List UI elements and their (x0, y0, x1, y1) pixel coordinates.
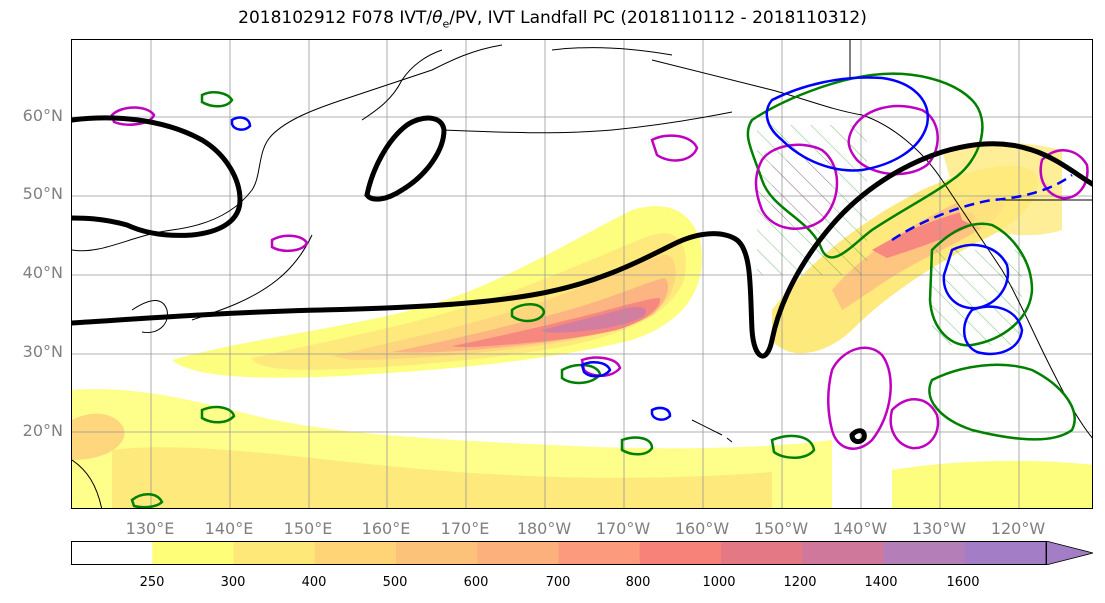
ivt-colorbar (71, 541, 1094, 565)
colorbar-tick-1600: 1600 (946, 575, 980, 590)
japan-coast (191, 234, 313, 321)
ivt-filled-contours (72, 142, 1092, 508)
lon-label-140w: 140°W (832, 519, 888, 538)
hawaii-islands (691, 419, 733, 443)
lon-label-140e: 140°E (204, 519, 254, 538)
coastlines (72, 40, 1092, 508)
colorbar-tick-300: 300 (220, 575, 246, 590)
map-canvas (72, 40, 1092, 508)
colorbar-tick-400: 400 (301, 575, 327, 590)
colorbar-segment (396, 541, 478, 565)
theta-e-small-3 (200, 91, 234, 108)
blue-dashed-east (891, 173, 1073, 242)
kamchatka-coast (361, 49, 443, 121)
theta-e-small-6 (200, 405, 236, 424)
colorbar-segment (883, 541, 966, 565)
landfall-tropics-2 (889, 398, 940, 450)
lon-label-120w: 120°W (990, 519, 1046, 538)
lon-label-130e: 130°E (125, 519, 175, 538)
colorbar-tick-250: 250 (139, 575, 165, 590)
theta-e-small-1 (510, 303, 546, 323)
landfall-small-3 (580, 356, 622, 377)
colorbar-segment (639, 541, 722, 565)
ivt-neg-contours (230, 76, 1073, 421)
theta-e-small-2 (560, 363, 602, 385)
blue-contour-southeast (963, 305, 1024, 356)
colorbar-tick-800: 800 (625, 575, 651, 590)
north-coast (551, 47, 673, 56)
lon-label-170w: 170°W (595, 519, 651, 538)
blue-contour-alaska (765, 76, 930, 172)
landfall-hatch-region (772, 160, 832, 220)
colorbar-segment (558, 541, 641, 565)
colorbar-tick-700: 700 (545, 575, 571, 590)
blue-small-3 (650, 406, 672, 421)
ivt-tropical-core (112, 447, 772, 508)
colorbar-segment (802, 541, 884, 565)
colorbar-tick-1200: 1200 (783, 575, 817, 590)
lon-label-160w: 160°W (674, 519, 730, 538)
canada-border (849, 40, 1092, 201)
theta-e-southeast (928, 363, 1076, 441)
colorbar-tick-500: 500 (382, 575, 408, 590)
colorbar-tick-600: 600 (463, 575, 489, 590)
pv-kamchatka-contour (364, 115, 447, 202)
asia-coast (72, 44, 503, 252)
lon-label-170e: 170°E (440, 519, 490, 538)
landfall-tropics (827, 346, 892, 450)
colorbar-segment (964, 541, 1047, 565)
ivt-tropical-west (72, 413, 125, 460)
pv-contours (72, 115, 1092, 445)
ivt-tropical-east (892, 460, 1092, 508)
colorbar-frame (71, 541, 1047, 565)
ivt-1200-band (542, 306, 647, 333)
colorbar-extend-arrow (1045, 541, 1094, 565)
lat-label-40n: 40°N (22, 263, 63, 282)
pv-main-contour (72, 141, 1092, 359)
theta-e-small-7 (130, 493, 164, 508)
lat-label-60n: 60°N (22, 106, 63, 125)
colorbar-segment (721, 541, 803, 565)
landfall-east (1039, 149, 1089, 200)
blue-contour-east (942, 243, 1010, 310)
lon-label-130w: 130°W (911, 519, 967, 538)
ivt-gulf-band (942, 142, 1062, 236)
theta-e-small-5 (620, 436, 654, 456)
lat-label-20n: 20°N (22, 421, 63, 440)
ivt-ne-peak (872, 211, 976, 258)
colorbar-segment (152, 541, 234, 565)
pv-small-hawaii (849, 428, 867, 445)
colorbar-tick-1000: 1000 (702, 575, 736, 590)
colorbar-segment (477, 541, 559, 565)
lon-label-160e: 160°E (361, 519, 411, 538)
lon-label-150e: 150°E (283, 519, 333, 538)
landfall-small-1 (110, 106, 156, 126)
aleutian-islands (441, 111, 733, 134)
colorbar-segment (314, 541, 397, 565)
alaska-coast (651, 59, 1092, 439)
colorbar-segment (233, 541, 316, 565)
blue-small-1 (230, 116, 252, 131)
map-title: 2018102912 F078 IVT/θe/PV, IVT Landfall … (238, 8, 867, 31)
lat-label-50n: 50°N (22, 184, 63, 203)
lon-label-180w: 180°W (516, 519, 572, 538)
blue-small-2 (580, 361, 612, 378)
landfall-gulf (847, 104, 939, 176)
landfall-west (650, 134, 699, 162)
landfall-small-2 (270, 234, 309, 252)
lon-label-150w: 150°W (753, 519, 809, 538)
colorbar-tick-1400: 1400 (864, 575, 898, 590)
map-panel (71, 39, 1093, 509)
colorbar-segment (71, 541, 153, 565)
philippines-coast (72, 459, 103, 508)
pv-northwest-contour (72, 115, 243, 238)
theta-e-hatch-east (932, 250, 1022, 345)
lat-label-30n: 30°N (22, 342, 63, 361)
korea-coast (131, 300, 168, 334)
ivt-800-band (452, 298, 661, 348)
theta-e-small-4 (770, 434, 816, 459)
